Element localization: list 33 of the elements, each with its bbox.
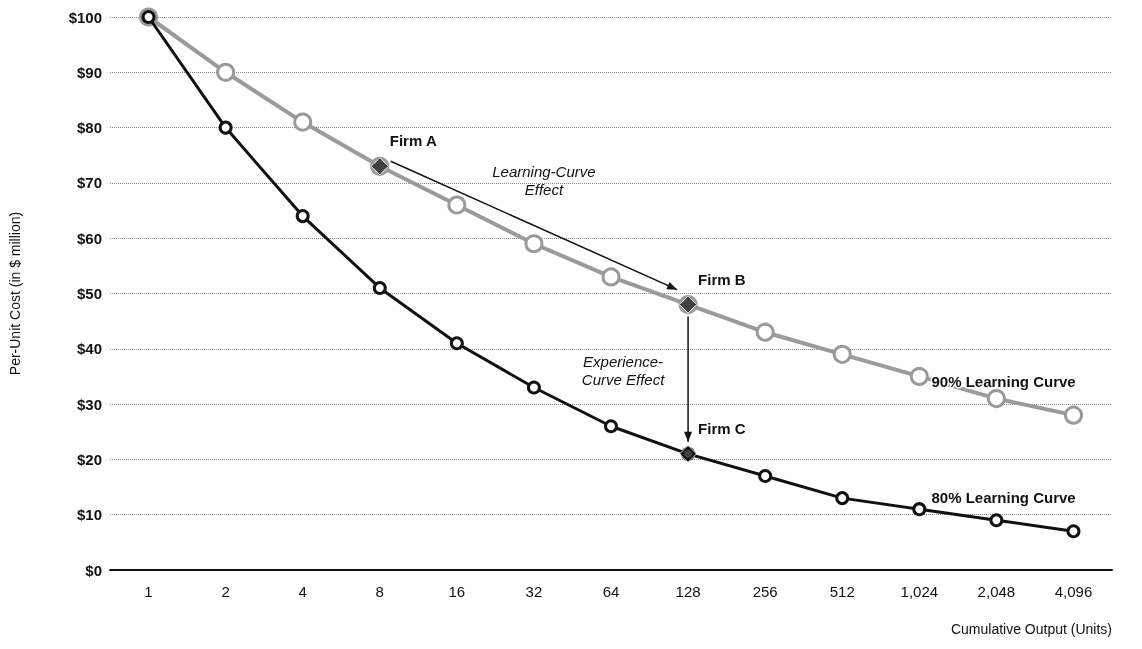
y-tick-label: $90 <box>76 63 102 81</box>
x-tick-label: 2,048 <box>977 583 1016 600</box>
y-tick-label: $10 <box>76 506 102 524</box>
x-tick-label: 1 <box>144 583 153 600</box>
y-tick-label: $40 <box>76 340 102 358</box>
x-tick-label: 8 <box>375 583 384 600</box>
y-tick-label: $50 <box>76 285 102 302</box>
y-tick-label: $60 <box>76 229 102 247</box>
y-axis-title: Per-Unit Cost (in $ million) <box>7 211 23 376</box>
annotation: Firm A <box>389 132 437 150</box>
y-tick-label: $30 <box>76 395 102 413</box>
x-tick-label: 512 <box>829 583 855 600</box>
x-tick-label: 256 <box>752 583 778 600</box>
series-label: 90% Learning Curve <box>931 372 1076 390</box>
y-tick-label: $0 <box>85 561 102 579</box>
y-tick-label: $80 <box>76 119 102 137</box>
x-tick-label: 4,096 <box>1054 583 1093 600</box>
x-tick-label: 1,024 <box>900 583 939 600</box>
x-tick-label: 16 <box>448 583 466 600</box>
annotation: Firm C <box>698 419 746 437</box>
annotation: Firm B <box>698 270 746 288</box>
x-axis-title: Cumulative Output (Units) <box>950 621 1112 637</box>
x-tick-label: 32 <box>525 583 543 600</box>
y-tick-label: $100 <box>68 8 102 26</box>
annotation: Experience-Curve Effect <box>580 353 666 390</box>
annotation: Learning-Curve Effect <box>491 163 597 200</box>
x-tick-label: 4 <box>298 583 307 600</box>
x-tick-label: 128 <box>675 583 701 600</box>
x-tick-label: 64 <box>602 583 620 600</box>
x-tick-label: 2 <box>221 583 230 600</box>
y-tick-label: $70 <box>76 174 102 192</box>
y-tick-label: $20 <box>76 450 102 468</box>
series-label: 80% Learning Curve <box>931 488 1076 506</box>
